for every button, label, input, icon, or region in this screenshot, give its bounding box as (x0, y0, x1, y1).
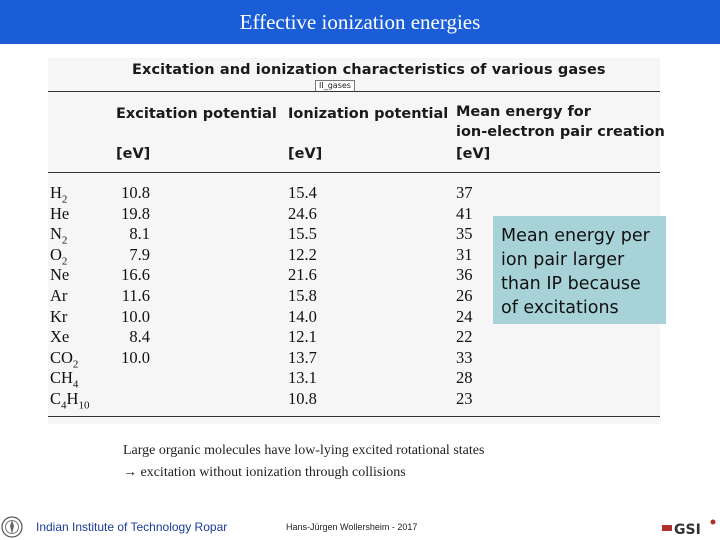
institute-logo-icon (1, 516, 23, 538)
gas-name: Xe (50, 327, 69, 347)
gas-symbol: Ar (50, 286, 68, 305)
callout-box: Mean energy per ion pair larger than IP … (493, 216, 666, 324)
table-header-rule (48, 172, 660, 173)
gas-subscript: 2 (61, 255, 68, 268)
excitation-value: 19.8 (121, 203, 150, 223)
ionization-value: 12.2 (288, 244, 317, 264)
gas-symbol: CO (50, 347, 73, 367)
col-unit-excitation: [eV] (116, 146, 151, 162)
gas-subscript: 4 (72, 378, 79, 391)
gas-name: CO2 (50, 348, 78, 374)
gas-subscript: 2 (61, 193, 68, 206)
slide-title-bar: Effective ionization energies (0, 0, 720, 44)
table-row: C4H10 10.8 23 (48, 389, 660, 411)
excitation-value: 11.6 (121, 286, 150, 305)
table-row: CH4 13.1 28 (48, 368, 660, 390)
excitation-value: 8.4 (129, 327, 150, 347)
mean-energy-value: 22 (456, 327, 473, 347)
footer-author: Hans-Jürgen Wollersheim - 2017 (286, 522, 418, 532)
col-header-mean-line2: ion-electron pair creation (456, 124, 665, 140)
mean-energy-value: 24 (456, 306, 473, 326)
ionization-value: 15.8 (288, 286, 317, 305)
gas-symbol: He (50, 203, 70, 223)
gas-symbol: Kr (50, 306, 68, 326)
table-row: H2 10.8 15.4 37 (48, 183, 660, 205)
callout-text: Mean energy per ion pair larger than IP … (501, 226, 650, 318)
gsi-logo-text: GSI (674, 522, 701, 538)
excitation-value: 7.9 (129, 244, 150, 264)
ionization-value: 14.0 (288, 306, 317, 326)
table-row: Ar 11.6 15.8 26 (48, 286, 660, 307)
slide-title: Effective ionization energies (239, 10, 481, 34)
mean-energy-value: 31 (456, 244, 473, 264)
table-row: Ne 16.6 21.6 36 (48, 265, 660, 286)
excitation-value: 10.8 (121, 183, 150, 202)
ionization-value: 15.5 (288, 224, 317, 244)
mean-energy-value: 41 (456, 203, 473, 223)
col-unit-mean: [eV] (456, 146, 491, 162)
table-bottom-rule (48, 416, 660, 417)
table-row: O2 7.9 12.2 31 (48, 244, 660, 267)
gas-symbol: C (50, 389, 62, 408)
gas-name: He (50, 204, 69, 224)
gas-symbol: Ne (50, 265, 70, 285)
gas-symbol: CH (50, 368, 73, 388)
gas-name: CH4 (50, 368, 78, 394)
ionization-value: 24.6 (288, 203, 317, 223)
mean-energy-value: 28 (456, 368, 473, 388)
col-header-excitation: Excitation potential (116, 106, 277, 122)
gas-symbol: N (50, 224, 62, 244)
ionization-value: 13.1 (288, 368, 317, 388)
gas-name: Kr (50, 307, 67, 327)
gas-name: C4H10 (50, 389, 89, 415)
mean-energy-value: 35 (456, 224, 473, 244)
mean-energy-value: 23 (456, 389, 473, 408)
note-line-1: Large organic molecules have low-lying e… (123, 443, 485, 458)
ionization-value: 15.4 (288, 183, 317, 202)
gas-subscript: 10 (78, 399, 90, 412)
table-row: N2 8.1 15.5 35 (48, 224, 660, 246)
gas-name: O2 (50, 245, 67, 271)
ionization-value: 12.1 (288, 327, 317, 347)
excitation-value: 8.1 (129, 224, 150, 244)
col-unit-ionization: [eV] (288, 146, 323, 162)
excitation-value: 10.0 (121, 347, 150, 367)
ionization-value: 10.8 (288, 389, 317, 408)
gas-name: N2 (50, 224, 67, 250)
table-row: Kr 10.0 14.0 24 (48, 307, 660, 328)
footer-institute: Indian Institute of Technology Ropar (36, 520, 228, 534)
mean-energy-value: 33 (456, 347, 473, 367)
col-header-mean-line1: Mean energy for (456, 104, 591, 120)
gas-symbol: Xe (50, 327, 70, 347)
gas-subscript: 4 (61, 399, 67, 412)
mean-energy-value: 37 (456, 183, 473, 202)
gas-symbol: H (50, 183, 62, 202)
gsi-logo-icon: GSI (662, 519, 716, 538)
table-row: He 19.8 24.6 41 (48, 204, 660, 225)
col-header-ionization: Ionization potential (288, 106, 449, 122)
gas-name: Ne (50, 265, 69, 285)
excitation-value: 16.6 (121, 265, 150, 285)
mean-energy-value: 36 (456, 265, 473, 285)
excitation-value: 10.0 (121, 306, 150, 326)
gas-symbol: H (66, 389, 79, 408)
mean-energy-value: 26 (456, 286, 473, 305)
ionization-value: 13.7 (288, 347, 317, 367)
table-row: Xe 8.4 12.1 22 (48, 327, 660, 348)
note-line-2: → excitation without ionization through … (123, 465, 406, 480)
ionization-value: 21.6 (288, 265, 317, 285)
gas-name: H2 (50, 183, 67, 209)
gas-name: Ar (50, 286, 67, 306)
gas-subscript: 2 (72, 358, 79, 371)
table-row: CO2 10.0 13.7 33 (48, 347, 660, 370)
table-top-rule (48, 91, 660, 92)
gas-symbol: O (50, 244, 62, 264)
gas-subscript: 2 (61, 234, 68, 247)
table-title: Excitation and ionization characteristic… (132, 62, 606, 78)
